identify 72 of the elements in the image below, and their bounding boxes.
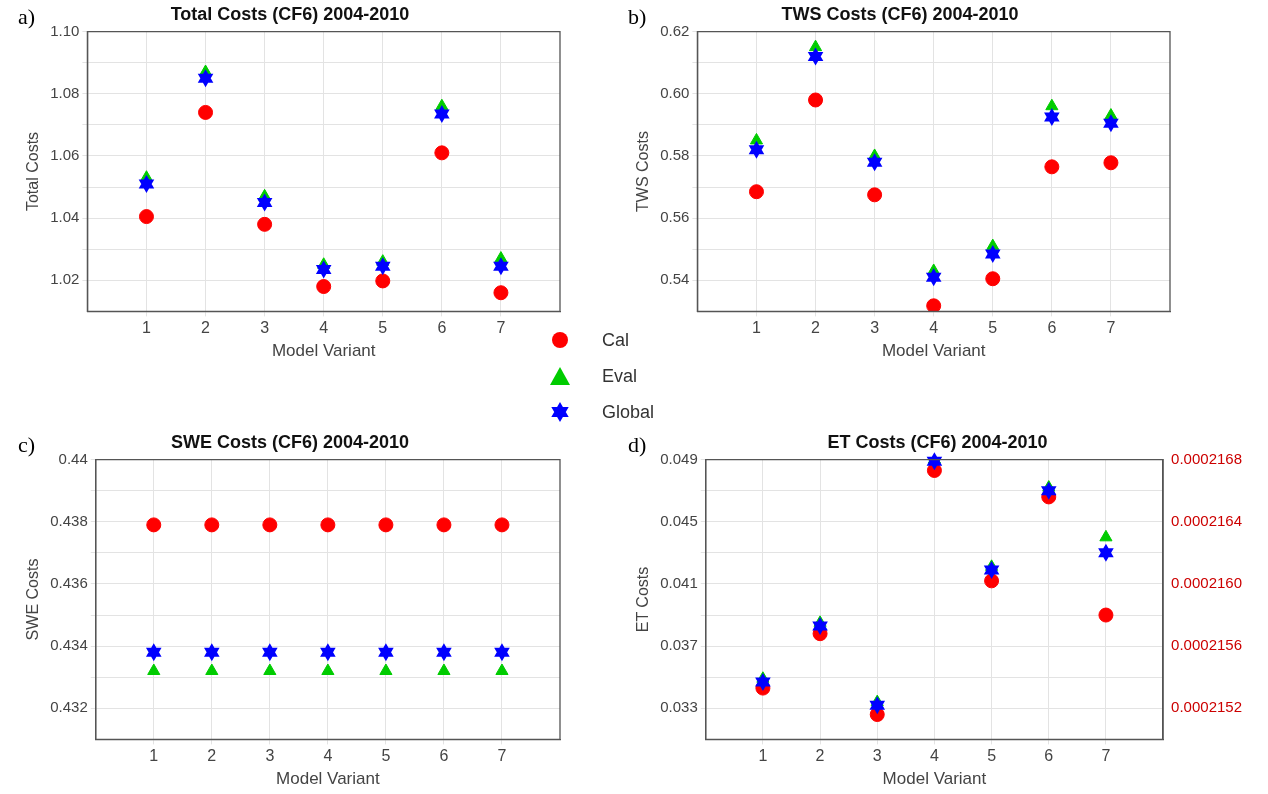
legend-label: Eval	[602, 365, 638, 387]
x-tick-label: 5	[987, 747, 997, 765]
y-tick-label: 0.436	[50, 574, 88, 592]
y-tick-label: 0.033	[660, 698, 698, 716]
y-tick-label: 1.04	[50, 208, 80, 226]
x-tick-label: 3	[265, 747, 275, 765]
y-tick-label: 0.62	[660, 21, 690, 39]
y-tick-label: 0.041	[660, 574, 698, 592]
chart-title: ET Costs (CF6) 2004-2010	[827, 431, 1048, 452]
y-tick-label: 0.60	[660, 83, 690, 101]
y-tick-label: 0.432	[50, 698, 88, 716]
x-tick-label: 6	[1047, 319, 1057, 337]
y-tick-label: 0.045	[660, 511, 698, 529]
x-tick-label: 1	[142, 319, 152, 337]
y-axis-title: TWS Costs	[634, 131, 652, 212]
x-axis-title: Model Variant	[271, 341, 376, 361]
x-axis-title: Model Variant	[881, 341, 986, 361]
x-axis-title: Model Variant	[276, 769, 380, 789]
legend-label: Cal	[602, 329, 630, 351]
x-tick-label: 1	[149, 747, 159, 765]
y-tick-label: 0.438	[50, 511, 88, 529]
x-tick-label: 1	[752, 319, 762, 337]
chart-title: SWE Costs (CF6) 2004-2010	[170, 431, 410, 452]
x-tick-label: 5	[378, 319, 388, 337]
x-tick-label: 3	[260, 319, 270, 337]
x-tick-label: 4	[929, 747, 939, 765]
x-tick-label: 4	[929, 319, 939, 337]
y-tick-label: 1.10	[50, 21, 80, 39]
x-tick-label: 2	[811, 319, 821, 337]
y-tick-label: 0.54	[660, 270, 690, 288]
y-tick-label: 0.049	[660, 449, 698, 467]
y2-tick-label: 0.0002152	[1171, 698, 1242, 716]
y2-tick-label: 0.0002164	[1171, 511, 1242, 529]
x-tick-label: 5	[988, 319, 998, 337]
x-tick-label: 2	[207, 747, 217, 765]
x-tick-label: 6	[1044, 747, 1054, 765]
x-tick-label: 2	[201, 319, 211, 337]
x-tick-label: 4	[323, 747, 333, 765]
x-tick-label: 6	[437, 319, 447, 337]
y2-tick-label: 0.0002168	[1171, 449, 1242, 467]
y-tick-label: 0.037	[660, 636, 698, 654]
y-axis-title: SWE Costs	[24, 558, 42, 641]
text: b)	[628, 4, 647, 30]
y-tick-label: 1.06	[50, 146, 80, 164]
x-tick-label: 2	[815, 747, 825, 765]
y-tick-label: 0.434	[50, 636, 88, 654]
x-tick-label: 7	[1101, 747, 1111, 765]
text: d)	[628, 432, 647, 458]
y-tick-label: 1.08	[50, 83, 80, 101]
x-tick-label: 3	[872, 747, 882, 765]
y-tick-label: 0.58	[660, 146, 690, 164]
y2-tick-label: 0.0002156	[1171, 636, 1242, 654]
y-axis-title: Total Costs	[24, 131, 42, 212]
x-tick-label: 3	[870, 319, 880, 337]
x-tick-label: 7	[496, 319, 506, 337]
x-tick-label: 4	[319, 319, 329, 337]
chart-title: TWS Costs (CF6) 2004-2010	[781, 3, 1019, 24]
y-tick-label: 1.02	[50, 270, 80, 288]
text: c)	[18, 432, 36, 458]
y-tick-label: 0.56	[660, 208, 690, 226]
legend-label: Global	[602, 401, 655, 423]
chart-title: Total Costs (CF6) 2004-2010	[170, 3, 410, 24]
y2-tick-label: 0.0002160	[1171, 574, 1242, 592]
y-tick-label: 0.44	[58, 449, 88, 467]
text: a)	[18, 4, 36, 30]
x-tick-label: 7	[497, 747, 507, 765]
x-tick-label: 5	[381, 747, 391, 765]
x-tick-label: 1	[758, 747, 768, 765]
x-tick-label: 6	[439, 747, 449, 765]
x-axis-title: Model Variant	[882, 769, 987, 789]
y-axis-title: ET Costs	[634, 566, 652, 633]
x-tick-label: 7	[1106, 319, 1116, 337]
